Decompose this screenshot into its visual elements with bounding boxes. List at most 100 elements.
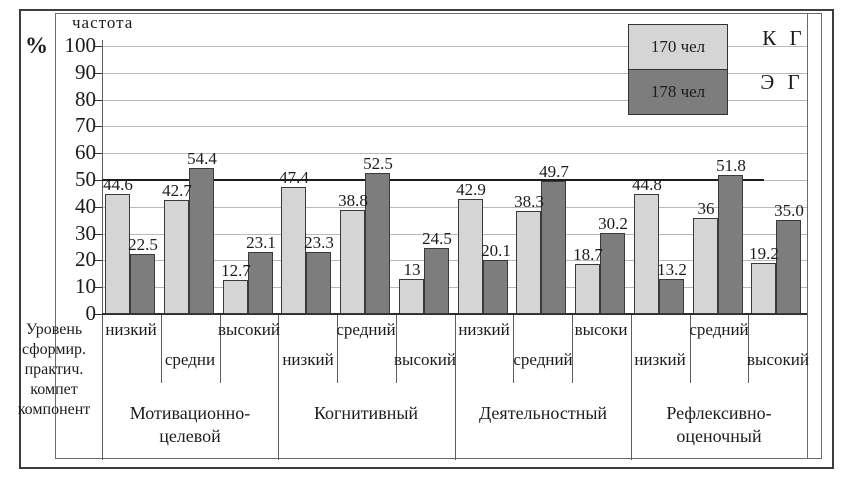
bar-eg — [130, 254, 155, 314]
group-label-line: Мотивационно- — [129, 403, 251, 423]
bar-value-label: 13 — [403, 260, 421, 279]
gridline — [102, 234, 807, 235]
bar-value-label: 38.3 — [514, 192, 544, 211]
x-axis-line — [102, 313, 807, 315]
chart-outer-border — [19, 9, 834, 469]
bar-kg — [105, 194, 130, 314]
x-axis-caption: Уровень сформир. практич. компет компоне… — [6, 320, 102, 420]
bar-value-label: 42.7 — [162, 181, 192, 200]
x-axis-caption-line: компонент — [17, 401, 91, 418]
level-separator-tick — [748, 314, 749, 383]
group-separator — [455, 314, 456, 460]
bar-value-label: 19.2 — [749, 244, 779, 263]
y-axis-tick — [94, 46, 103, 47]
bar-kg — [223, 280, 248, 314]
bar-value-label: 42.9 — [456, 180, 486, 199]
bar-value-label: 49.7 — [539, 162, 569, 181]
bar-kg — [458, 199, 483, 314]
bar-eg — [659, 279, 684, 314]
bar-eg — [306, 252, 331, 314]
level-separator-tick — [161, 314, 162, 383]
bar-value-label: 12.7 — [221, 261, 251, 280]
bar-value-label: 44.6 — [103, 175, 133, 194]
y-axis-line — [102, 40, 103, 460]
level-separator-tick — [396, 314, 397, 383]
y-axis-tick — [94, 234, 103, 235]
group-label-line: целевой — [159, 426, 221, 446]
legend-swatch-kg-label: 170 чел — [650, 37, 706, 56]
x-axis-caption-line: компет — [30, 381, 78, 398]
bar-value-label: 23.1 — [246, 233, 276, 252]
bar-kg — [516, 211, 541, 314]
y-axis-tick-label: 100 — [64, 33, 97, 57]
level-separator-tick — [690, 314, 691, 383]
legend-label-kg: К Г — [762, 26, 806, 50]
gridline — [102, 100, 807, 101]
legend-swatch-kg: 170 чел — [629, 25, 727, 70]
level-label: высокий — [394, 350, 456, 369]
legend-swatch-eg-label: 178 чел — [650, 82, 706, 101]
bar-value-label: 38.8 — [338, 191, 368, 210]
plot-right-border — [807, 13, 808, 459]
level-separator-tick — [572, 314, 573, 383]
y-axis-tick-label: 40 — [75, 194, 96, 218]
bar-value-label: 22.5 — [128, 235, 158, 254]
bar-kg — [693, 218, 718, 314]
bar-eg — [600, 233, 625, 314]
group-label: Когнитивный — [278, 402, 454, 425]
gridline — [102, 46, 807, 47]
level-label: средний — [336, 320, 396, 339]
bar-eg — [189, 168, 214, 314]
fifty-percent-reference-line — [102, 179, 764, 181]
level-label: низкий — [458, 320, 510, 339]
y-axis-tick — [94, 100, 103, 101]
y-axis-tick — [94, 126, 103, 127]
gridline — [102, 260, 807, 261]
y-axis-tick-label: 20 — [75, 247, 96, 271]
bar-value-label: 52.5 — [363, 154, 393, 173]
bar-value-label: 47.4 — [279, 168, 309, 187]
bar-value-label: 44.8 — [632, 175, 662, 194]
gridline — [102, 287, 807, 288]
bar-eg — [776, 220, 801, 314]
level-label: высокий — [747, 350, 809, 369]
level-label: низкий — [105, 320, 157, 339]
y-axis-tick — [94, 314, 103, 315]
level-label: высоки — [574, 320, 628, 339]
x-axis-caption-line: сформир. — [21, 341, 87, 358]
level-label: средни — [164, 350, 216, 369]
legend-swatch-eg: 178 чел — [629, 70, 727, 114]
group-label-line: Рефлексивно- — [666, 403, 772, 423]
bar-eg — [248, 252, 273, 314]
bar-value-label: 20.1 — [481, 241, 511, 260]
y-axis-tick — [94, 260, 103, 261]
bar-value-label: 23.3 — [304, 233, 334, 252]
y-axis-tick — [94, 287, 103, 288]
gridline — [102, 207, 807, 208]
level-separator-tick — [513, 314, 514, 383]
bar-kg — [164, 200, 189, 314]
y-axis-tick-label: 50 — [75, 167, 96, 191]
legend: 170 чел 178 чел — [628, 24, 728, 115]
y-axis-tick-label: 70 — [75, 113, 96, 137]
bar-value-label: 13.2 — [657, 260, 687, 279]
y-axis-tick-label: 10 — [75, 274, 96, 298]
bar-kg — [340, 210, 365, 314]
group-separator — [278, 314, 279, 460]
bar-value-label: 36 — [697, 199, 715, 218]
bar-eg — [541, 181, 566, 314]
bar-eg — [424, 248, 449, 314]
y-axis-tick-label: 60 — [75, 140, 96, 164]
bar-kg — [634, 194, 659, 314]
bar-eg — [718, 175, 743, 314]
y-axis-tick — [94, 73, 103, 74]
y-axis-tick — [94, 207, 103, 208]
x-axis-caption-line: практич. — [24, 361, 84, 378]
group-separator — [631, 314, 632, 460]
bar-kg — [575, 264, 600, 314]
bar-value-label: 30.2 — [598, 214, 628, 233]
bar-kg — [281, 187, 306, 314]
bar-eg — [365, 173, 390, 314]
